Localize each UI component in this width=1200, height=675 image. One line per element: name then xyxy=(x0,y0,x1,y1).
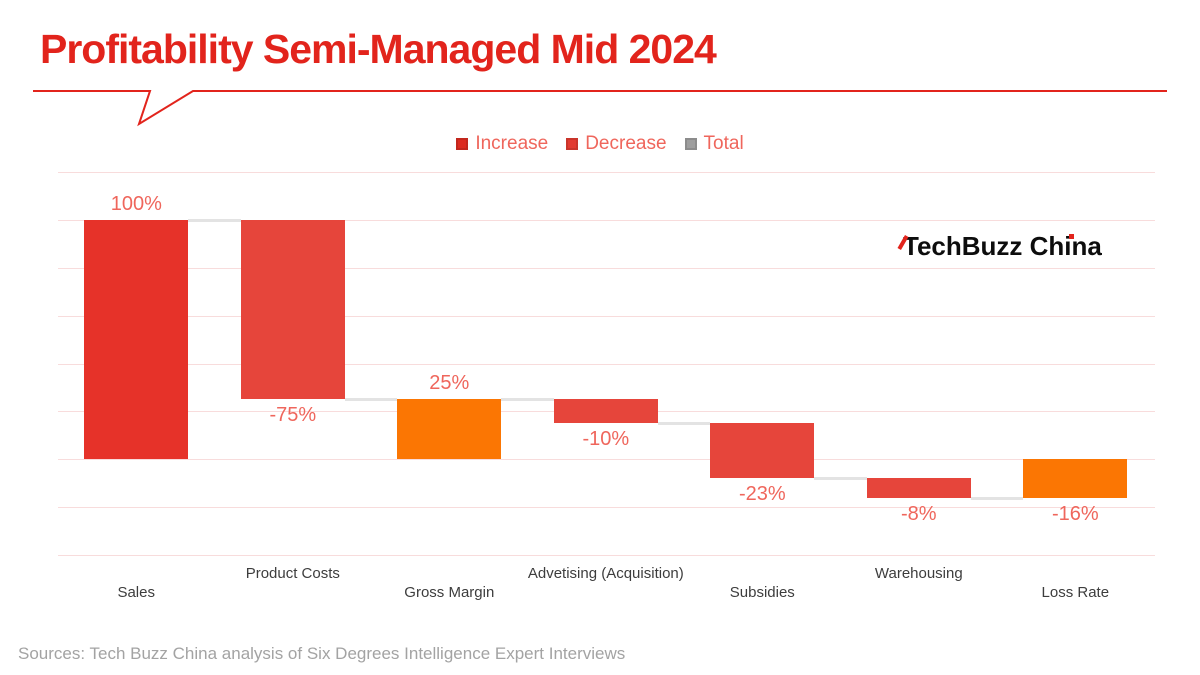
callout-underline xyxy=(33,90,1167,127)
value-label: -10% xyxy=(582,428,630,451)
legend-item-increase: Increase xyxy=(456,133,548,155)
value-label: 25% xyxy=(429,372,470,395)
legend-label: Decrease xyxy=(585,133,667,154)
legend-item-decrease: Decrease xyxy=(566,133,667,155)
logo-text: TechBuzz China xyxy=(903,231,1102,261)
chart-legend: Increase Decrease Total xyxy=(0,133,1200,155)
logo-red-i-dot-accent xyxy=(1069,234,1074,239)
bar-warehousing xyxy=(866,478,971,498)
grid-line xyxy=(58,555,1155,556)
waterfall-connector xyxy=(188,218,241,222)
legend-label: Increase xyxy=(475,133,549,154)
bar-product-costs xyxy=(240,219,345,400)
category-label: Product Costs xyxy=(245,565,340,582)
category-label: Subsidies xyxy=(729,584,795,601)
category-label: Loss Rate xyxy=(1041,584,1110,601)
grid-line xyxy=(58,363,1155,365)
waterfall-connector xyxy=(970,496,1024,500)
category-label: Sales xyxy=(117,584,155,601)
grid-line xyxy=(58,219,1155,221)
grid-line xyxy=(58,507,1155,509)
page-title: Profitability Semi-Managed Mid 2024 xyxy=(40,26,717,72)
category-label: Warehousing xyxy=(874,565,963,582)
grid-line xyxy=(58,172,1155,173)
source-note: Sources: Tech Buzz China analysis of Six… xyxy=(18,644,626,663)
value-label: -75% xyxy=(269,404,317,427)
category-label: Advetising (Acquisition) xyxy=(527,565,684,582)
bar-loss-rate xyxy=(1023,459,1128,498)
legend-marker-icon xyxy=(684,138,697,150)
waterfall-connector xyxy=(814,477,867,481)
legend-item-total: Total xyxy=(684,133,744,155)
legend-label: Total xyxy=(703,133,744,154)
waterfall-connector xyxy=(657,422,711,426)
value-label: -8% xyxy=(901,502,937,525)
value-label: 100% xyxy=(110,192,162,215)
bar-gross-margin xyxy=(397,399,502,460)
waterfall-chart: 100% Sales -75% Product Costs 25% Gross Margi… xyxy=(58,172,1155,601)
bar-sales xyxy=(84,219,189,460)
legend-marker-icon xyxy=(566,138,579,150)
waterfall-connector xyxy=(501,398,554,402)
grid-line xyxy=(58,459,1155,461)
value-label: -23% xyxy=(738,483,786,506)
legend-marker-icon xyxy=(456,138,469,150)
bar-subsidies xyxy=(710,423,815,479)
value-label: -16% xyxy=(1051,502,1099,525)
techbuzz-china-logo: TechBuzz China xyxy=(897,231,1163,263)
grid-line xyxy=(58,315,1155,317)
waterfall-connector xyxy=(344,398,398,402)
bar-advetising-acquisition xyxy=(553,399,658,424)
grid-line xyxy=(58,267,1155,269)
category-label: Gross Margin xyxy=(404,584,495,601)
